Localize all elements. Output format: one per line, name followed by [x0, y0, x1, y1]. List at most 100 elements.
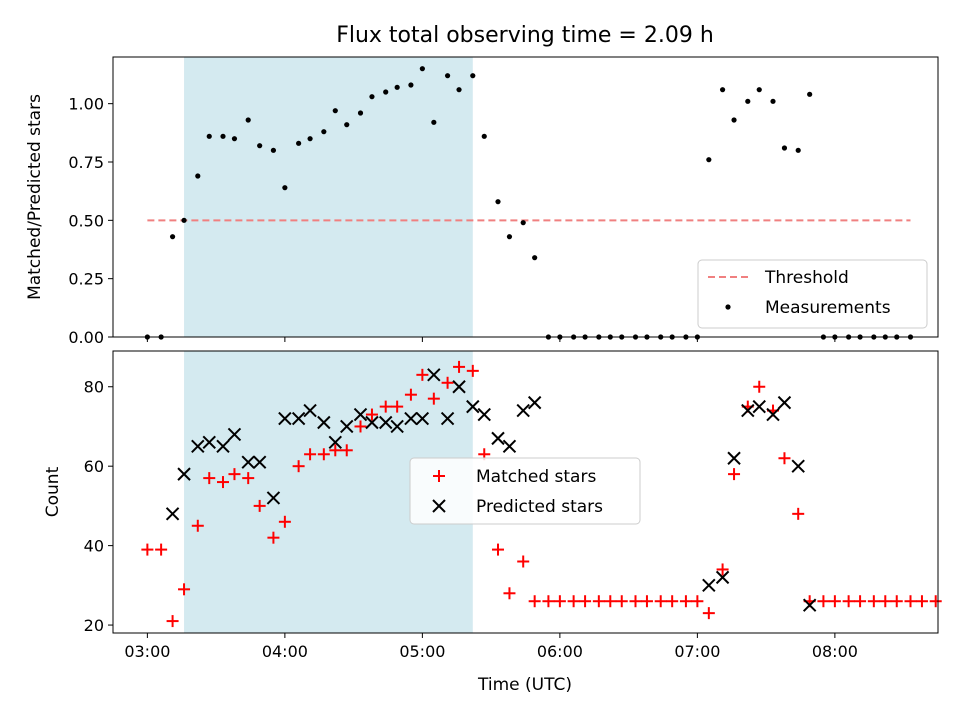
- matched-star-point: [842, 595, 855, 608]
- measurement-point: [706, 157, 712, 163]
- measurement-point: [321, 129, 327, 135]
- matched-star-point: [792, 507, 805, 520]
- measurement-point: [257, 143, 263, 149]
- y-tick-label: 0.75: [68, 153, 104, 172]
- matched-star-point: [354, 420, 367, 433]
- legend-predicted-label: Predicted stars: [476, 497, 603, 517]
- matched-star-point: [492, 543, 504, 556]
- predicted-star-point: [466, 399, 480, 414]
- matched-star-point: [854, 595, 867, 608]
- matched-star-point: [453, 360, 466, 373]
- measurement-point: [745, 98, 751, 104]
- matched-star-point: [728, 468, 741, 481]
- matched-star-point: [867, 595, 880, 608]
- top-axes-frame: [112, 56, 939, 338]
- matched-star-point: [391, 400, 404, 413]
- predicted-star-point: [202, 435, 216, 450]
- measurement-point: [506, 234, 513, 240]
- measurement-point: [357, 110, 364, 116]
- measurement-point: [520, 220, 526, 226]
- legend-matched-label: Matched stars: [476, 467, 596, 487]
- predicted-star-point: [328, 435, 342, 450]
- y-tick-label: 80: [84, 378, 104, 397]
- matched-star-point: [567, 595, 580, 608]
- measurement-point: [307, 136, 313, 142]
- predicted-star-point: [340, 419, 354, 434]
- matched-star-point: [929, 595, 942, 608]
- matched-star-point: [278, 515, 291, 528]
- predicted-star-point: [440, 411, 455, 426]
- y-tick-label: 60: [84, 457, 104, 476]
- matched-star-point: [292, 460, 305, 473]
- predicted-star-point: [766, 407, 780, 422]
- predicted-star-point: [516, 403, 530, 418]
- matched-star-point: [654, 595, 667, 608]
- predicted-star-point: [502, 439, 517, 454]
- predicted-star-point: [390, 419, 404, 434]
- measurement-point: [332, 108, 338, 114]
- matched-star-point: [242, 472, 255, 485]
- predicted-star-point: [452, 380, 466, 394]
- matched-star-point: [528, 595, 541, 608]
- measurement-point: [419, 66, 425, 72]
- predicted-star-point: [715, 570, 730, 585]
- predicted-star-point: [191, 439, 205, 454]
- predicted-star-point: [216, 439, 230, 454]
- matched-star-point: [503, 587, 516, 600]
- measurement-point: [245, 117, 251, 123]
- top-y-ticks: 0.00 0.25 0.50 0.75 1.00: [68, 95, 113, 347]
- measurement-point: [369, 94, 375, 100]
- measurement-point: [807, 91, 813, 97]
- matched-star-point: [778, 452, 791, 465]
- matched-star-point: [217, 476, 229, 489]
- predicted-star-point: [741, 403, 755, 418]
- matched-star-point: [716, 563, 729, 576]
- measurement-point: [481, 133, 487, 139]
- measurement-point: [456, 87, 462, 93]
- matched-star-point: [365, 408, 378, 421]
- matched-star-point: [640, 595, 653, 608]
- legend-matched-swatch: [433, 470, 445, 482]
- matched-star-point: [629, 595, 642, 608]
- matched-star-point: [753, 380, 766, 393]
- predicted-star-point: [278, 411, 292, 426]
- matched-star-point: [879, 595, 892, 608]
- y-tick-label: 40: [84, 537, 104, 556]
- predicted-star-point: [227, 427, 242, 442]
- top-panel: Flux total observing time = 2.09 h 0.000…: [25, 23, 939, 347]
- measurement-point: [344, 122, 350, 128]
- x-axis-label: Time (UTC): [477, 675, 572, 695]
- predicted-star-point: [365, 415, 379, 430]
- predicted-star-point: [527, 395, 542, 410]
- matched-star-point: [466, 364, 479, 377]
- measurement-point: [532, 255, 538, 261]
- x-tick-label: 03:00: [124, 642, 170, 661]
- measurement-point: [495, 199, 501, 205]
- measurement-point: [444, 73, 451, 79]
- predicted-star-point: [777, 395, 792, 410]
- matched-star-point: [317, 448, 330, 461]
- measurement-point: [220, 133, 226, 139]
- measurement-point: [296, 140, 302, 146]
- top-x-ticks: [146, 337, 836, 342]
- legend-measurements-swatch: [725, 304, 731, 310]
- matched-star-point: [604, 595, 617, 608]
- predicted-star-point: [317, 415, 331, 430]
- bottom-y-axis-label: Count: [43, 466, 63, 517]
- matched-star-point: [304, 448, 317, 461]
- measurement-point: [795, 147, 801, 153]
- measurement-points: [144, 66, 914, 340]
- x-tick-label: 04:00: [262, 642, 308, 661]
- measurement-point: [206, 133, 212, 139]
- measurement-point: [394, 84, 400, 90]
- measurement-point: [181, 217, 187, 223]
- count-points: [141, 360, 942, 628]
- predicted-star-point: [241, 455, 255, 469]
- predicted-star-point: [291, 411, 306, 426]
- matched-star-point: [592, 595, 605, 608]
- matched-star-point: [379, 400, 392, 413]
- predicted-star-point: [165, 507, 180, 521]
- matched-star-point: [427, 392, 440, 405]
